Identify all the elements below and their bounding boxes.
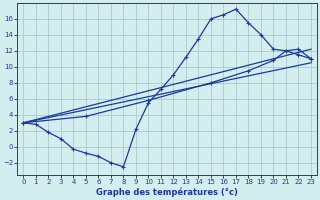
X-axis label: Graphe des températures (°c): Graphe des températures (°c) [96, 188, 238, 197]
